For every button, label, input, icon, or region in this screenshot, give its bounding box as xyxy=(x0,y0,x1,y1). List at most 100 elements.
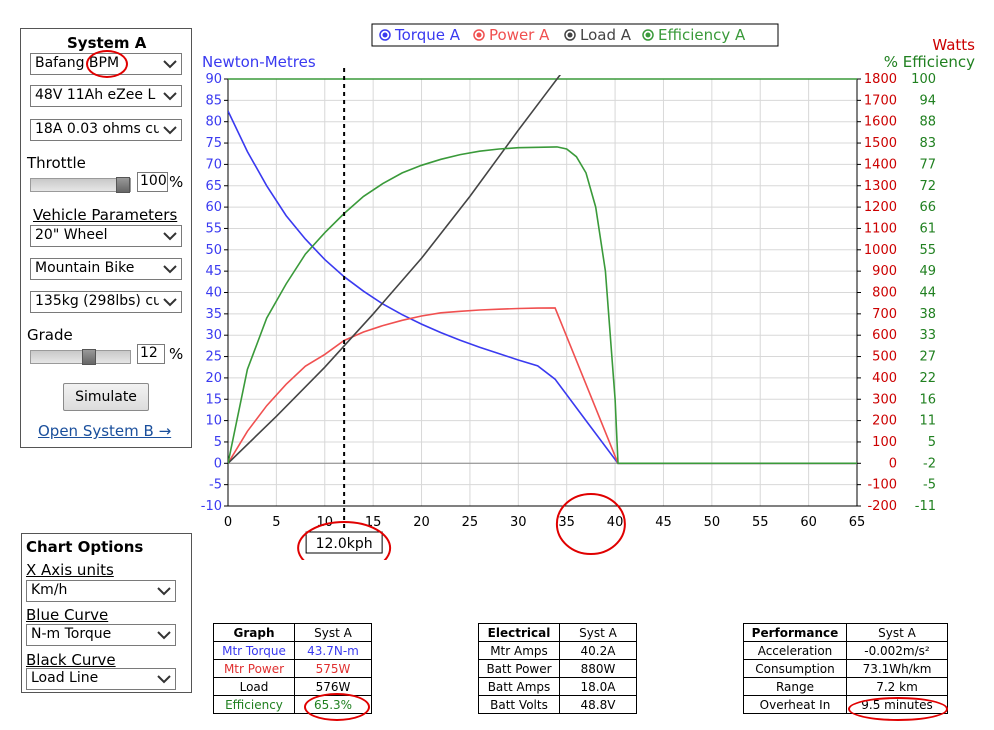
batt-amps-label: Batt Amps xyxy=(478,677,560,696)
load-label: Load xyxy=(213,677,295,696)
watts-tick-label: 0 xyxy=(889,456,897,471)
torque-curve xyxy=(228,110,857,465)
vehicle-parameters-link[interactable]: Vehicle Parameters xyxy=(33,206,178,224)
throttle-slider-thumb[interactable] xyxy=(116,177,130,193)
bike-type-select[interactable]: Mountain Bike xyxy=(30,258,182,280)
controller-select[interactable]: 18A 0.03 ohms cu xyxy=(30,119,182,141)
speed-cursor-box xyxy=(305,531,383,554)
watts-tick-label: 500 xyxy=(872,350,897,365)
watts-tick-label: 1100 xyxy=(864,221,897,236)
blue-curve-label: Blue Curve xyxy=(26,606,109,624)
acceleration-label: Acceleration xyxy=(743,641,847,660)
throttle-slider[interactable] xyxy=(30,177,131,193)
efficiency-tick-label: 27 xyxy=(919,350,936,365)
efficiency-tick-label: 100 xyxy=(911,72,936,87)
legend-load-label: Load A xyxy=(580,26,632,44)
efficiency-tick-label: 88 xyxy=(919,115,936,130)
annotation-circle-overheat xyxy=(848,697,948,721)
efficiency-tick-label: 49 xyxy=(919,264,936,279)
load-value: 576W xyxy=(294,677,372,696)
y-tick-label: 60 xyxy=(205,200,222,215)
efficiency-tick-label: 77 xyxy=(919,157,936,172)
chevron-down-icon xyxy=(153,625,175,645)
throttle-label: Throttle xyxy=(27,154,86,172)
batt-power-label: Batt Power xyxy=(478,659,560,678)
overheat-label: Overheat In xyxy=(743,695,847,714)
watts-tick-label: -100 xyxy=(867,478,897,493)
blue-curve-select[interactable]: N-m Torque xyxy=(26,624,176,646)
annotation-circle-cutoff xyxy=(555,493,626,555)
grade-slider[interactable] xyxy=(30,349,131,365)
legend-power-radio-dot xyxy=(476,32,482,38)
efficiency-tick-label: -5 xyxy=(923,478,936,493)
consumption-label: Consumption xyxy=(743,659,847,678)
power-curve xyxy=(228,307,857,465)
throttle-input[interactable]: 100 xyxy=(137,172,168,192)
y-tick-label: 25 xyxy=(205,350,222,365)
watts-tick-label: 100 xyxy=(872,435,897,450)
efficiency-tick-label: 66 xyxy=(919,200,936,215)
chevron-down-icon xyxy=(159,120,181,140)
wheel-select[interactable]: 20" Wheel xyxy=(30,225,182,247)
watts-axis-title: Watts xyxy=(932,36,975,54)
y-tick-label: 40 xyxy=(205,286,222,301)
legend-power-label: Power A xyxy=(489,26,550,44)
battery-select[interactable]: 48V 11Ah eZee L xyxy=(30,85,182,107)
y-tick-label: 80 xyxy=(205,115,222,130)
grade-slider-thumb[interactable] xyxy=(82,349,96,365)
system-a-title: System A xyxy=(67,34,147,52)
mass-select[interactable]: 135kg (298lbs) cu xyxy=(30,291,182,313)
watts-tick-label: 800 xyxy=(872,286,897,301)
y-tick-label: 35 xyxy=(205,307,222,322)
efficiency-tick-label: 61 xyxy=(919,221,936,236)
watts-tick-label: 900 xyxy=(872,264,897,279)
y-tick-label: 10 xyxy=(205,414,222,429)
x-tick-label: 50 xyxy=(704,515,721,530)
x-tick-label: 25 xyxy=(462,515,479,530)
black-curve-select[interactable]: Load Line xyxy=(26,668,176,690)
range-value: 7.2 km xyxy=(846,677,948,696)
watts-tick-label: 1500 xyxy=(864,136,897,151)
legend-efficiency-radio-dot xyxy=(645,32,651,38)
efficiency-tick-label: 11 xyxy=(919,414,936,429)
efficiency-tick-label: 55 xyxy=(919,243,936,258)
efficiency-tick-label: 5 xyxy=(928,435,936,450)
y-tick-label: 30 xyxy=(205,328,222,343)
efficiency-tick-label: 44 xyxy=(919,286,936,301)
mtr-torque-label: Mtr Torque xyxy=(213,641,295,660)
controller-value: 18A 0.03 ohms cu xyxy=(35,121,162,137)
simulate-button[interactable]: Simulate xyxy=(63,383,149,411)
grade-percent: % xyxy=(169,345,184,363)
annotation-circle-efficiency xyxy=(304,693,370,721)
mass-value: 135kg (298lbs) cu xyxy=(35,293,162,309)
annotation-circle-motor xyxy=(86,50,128,78)
speed-cursor-label: 12.0kph xyxy=(316,536,373,552)
performance-chart[interactable]: 0 5 10 15 20 25 30 35 40 45 50 55 60 65-10-5051015202… xyxy=(0,0,994,560)
watts-tick-label: 1000 xyxy=(864,243,897,258)
syst-a-header: Syst A xyxy=(294,623,372,642)
grade-input[interactable]: 12 xyxy=(137,344,165,364)
efficiency-axis-title: % Efficiency xyxy=(884,53,975,71)
syst-a-header: Syst A xyxy=(846,623,948,642)
blue-curve-value: N-m Torque xyxy=(31,626,112,642)
wheel-value: 20" Wheel xyxy=(35,227,108,243)
watts-tick-label: 700 xyxy=(872,307,897,322)
x-axis-units-select[interactable]: Km/h xyxy=(26,580,176,602)
efficiency-tick-label: -2 xyxy=(923,456,936,471)
legend-torque-label: Torque A xyxy=(394,26,461,44)
performance-header: Performance xyxy=(743,623,847,642)
open-system-b-link[interactable]: Open System B → xyxy=(38,422,172,440)
y-tick-label: 90 xyxy=(205,72,222,87)
efficiency-tick-label: 22 xyxy=(919,371,936,386)
mtr-torque-value: 43.7N-m xyxy=(294,641,372,660)
efficiency-curve xyxy=(228,146,857,465)
efficiency-tick-label: -11 xyxy=(915,499,936,514)
throttle-percent: % xyxy=(169,173,184,191)
chevron-down-icon xyxy=(153,669,175,689)
watts-tick-label: 200 xyxy=(872,414,897,429)
syst-a-header: Syst A xyxy=(559,623,637,642)
batt-volts-label: Batt Volts xyxy=(478,695,560,714)
x-tick-label: 55 xyxy=(752,515,769,530)
watts-tick-label: -200 xyxy=(867,499,897,514)
batt-amps-value: 18.0A xyxy=(559,677,637,696)
